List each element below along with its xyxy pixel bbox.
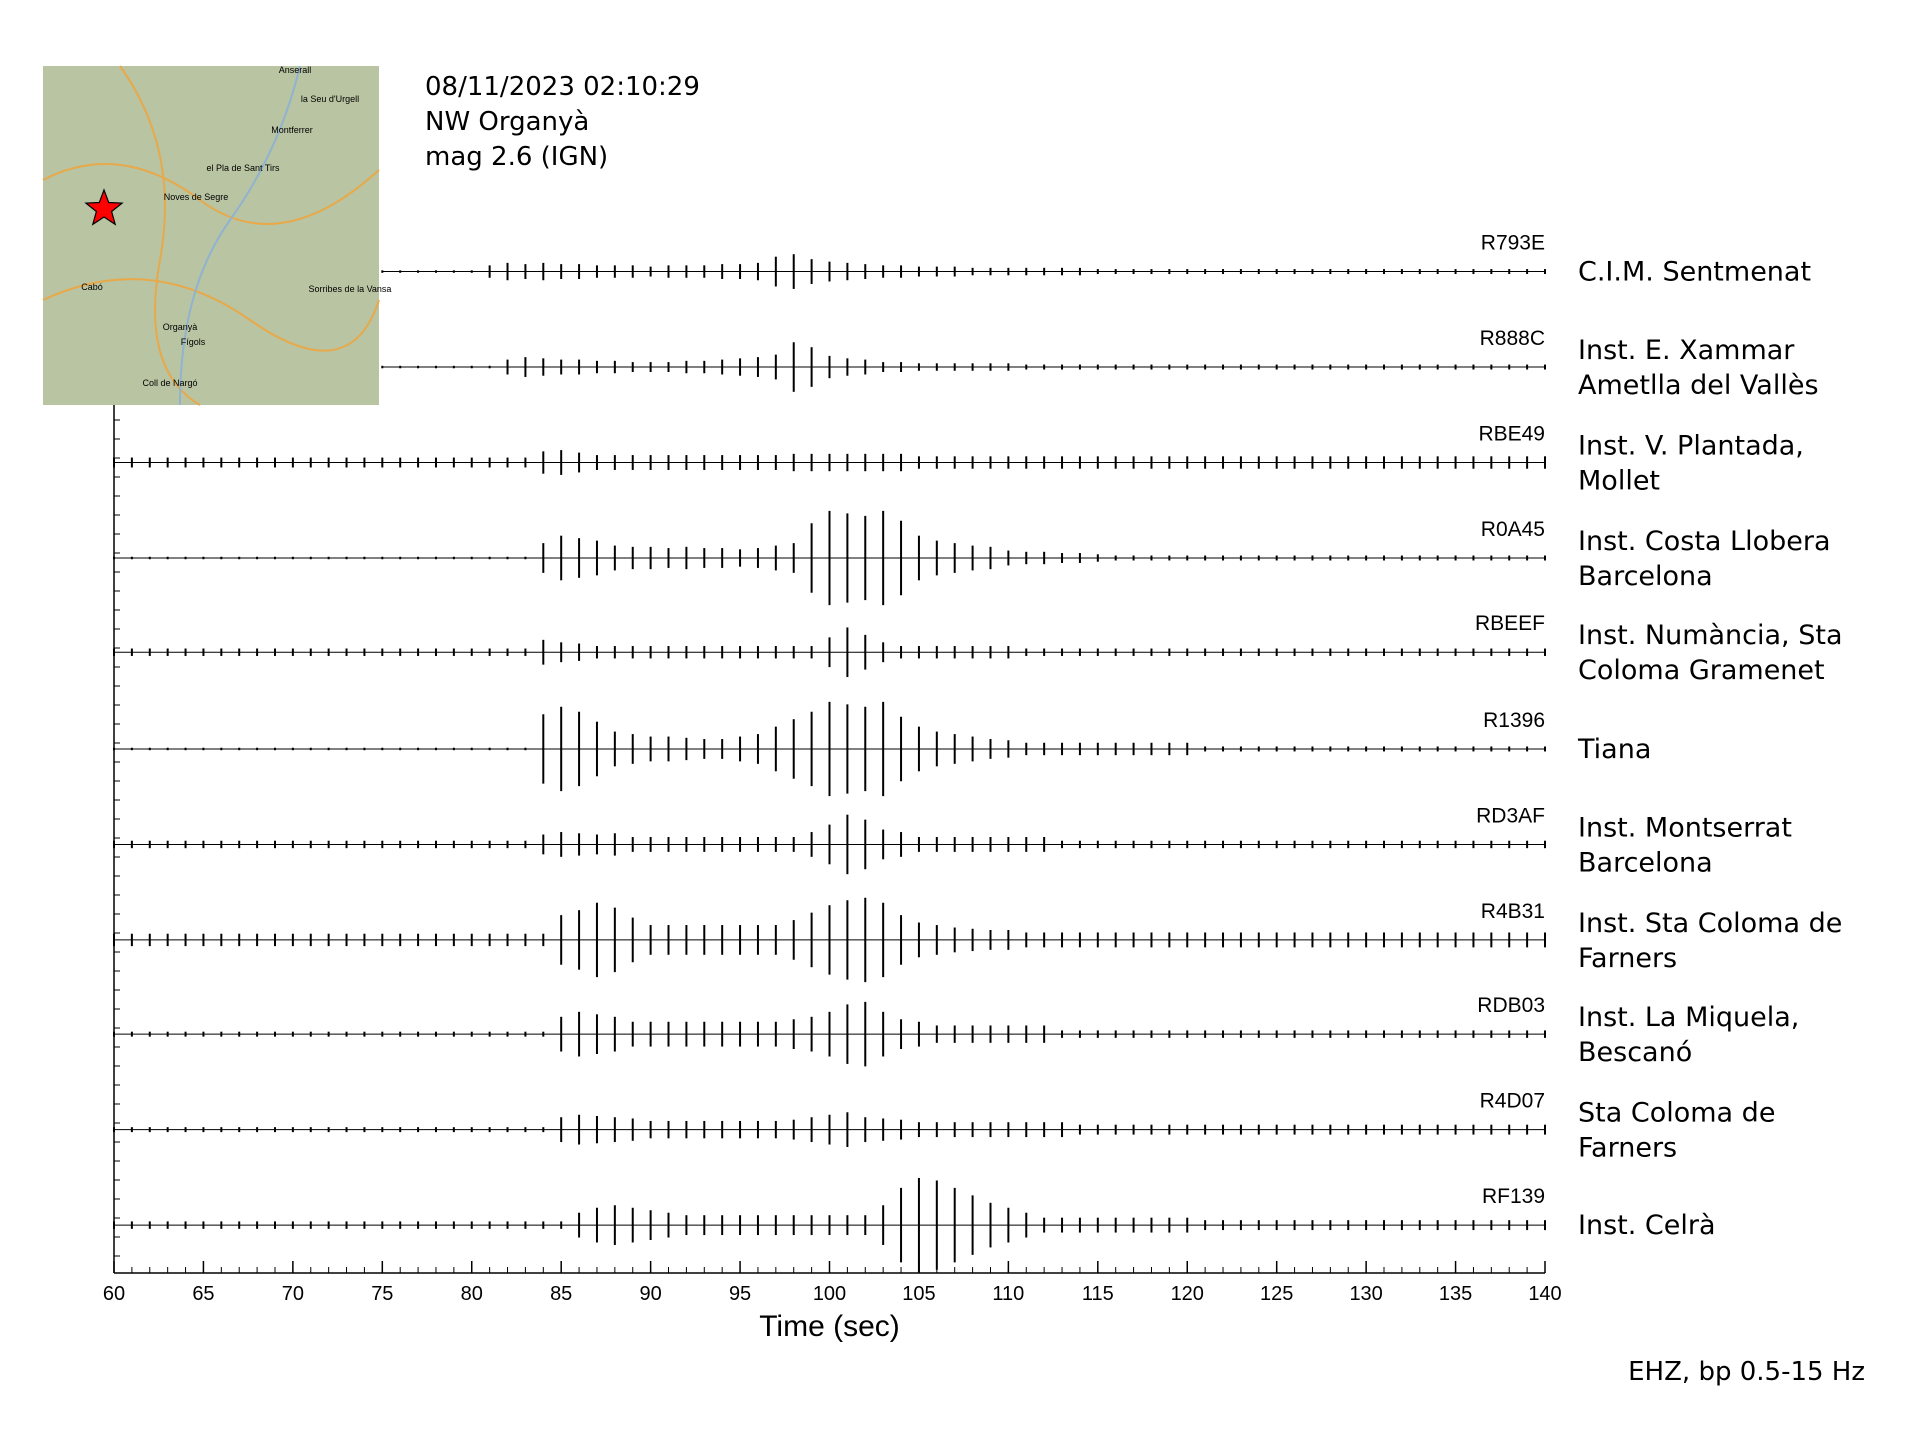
trace	[381, 342, 1546, 392]
trace	[113, 897, 1546, 983]
station-code: RBEEF	[1475, 612, 1545, 635]
map: Anserall la Seu d'Urgell Montferrer el Pla …	[42, 65, 392, 406]
map-label: Coll de Nargó	[142, 378, 197, 388]
x-tick-label: 115	[1082, 1283, 1114, 1305]
event-info: 08/11/2023 02:10:29	[425, 72, 700, 102]
station-name: Barcelona	[1578, 561, 1713, 592]
station-name: Inst. Numància, Sta	[1578, 620, 1843, 651]
x-tick-label: 120	[1171, 1283, 1204, 1305]
x-tick-label: 90	[640, 1283, 662, 1305]
x-tick-label: 75	[371, 1283, 393, 1305]
map-label: Noves de Segre	[164, 192, 229, 202]
map-label: Fígols	[181, 337, 206, 347]
trace	[381, 254, 1546, 289]
station-name: Ametlla del Vallès	[1578, 370, 1819, 401]
station-code: RD3AF	[1476, 804, 1545, 827]
station-name: Inst. Montserrat	[1578, 812, 1792, 843]
station-code: R4B31	[1481, 900, 1545, 923]
map-background	[43, 66, 379, 405]
station-name: C.I.M. Sentmenat	[1578, 257, 1811, 288]
trace	[113, 1001, 1546, 1067]
station-name: Inst. E. Xammar	[1578, 335, 1795, 366]
epicenter-star	[84, 188, 124, 226]
station-name: Inst. Celrà	[1578, 1210, 1716, 1241]
station-name: Sta Coloma de	[1578, 1098, 1775, 1129]
map-label: Montferrer	[271, 125, 313, 135]
footer: EHZ, bp 0.5-15 Hz	[1628, 1357, 1865, 1387]
map-label: Anserall	[279, 65, 312, 75]
station-code: R888C	[1480, 327, 1545, 350]
map-label: Sorribes de la Vansa	[309, 284, 392, 294]
map-label: Cabó	[81, 282, 103, 292]
x-tick-label: 125	[1260, 1283, 1293, 1305]
trace	[113, 814, 1546, 875]
x-tick-label: 100	[813, 1283, 846, 1305]
event-info: mag 2.6 (IGN)	[425, 142, 608, 172]
station-name: Mollet	[1578, 466, 1660, 497]
x-tick-label: 110	[992, 1283, 1024, 1305]
station-code: R0A45	[1481, 518, 1545, 541]
x-tick-label: 80	[461, 1283, 483, 1305]
x-axis-label: Time (sec)	[759, 1310, 900, 1343]
x-tick-label: 65	[192, 1283, 214, 1305]
x-tick-label: 70	[282, 1283, 304, 1305]
event-info: NW Organyà	[425, 107, 589, 137]
x-tick-label: 130	[1349, 1283, 1382, 1305]
station-name: Barcelona	[1578, 847, 1713, 878]
x-tick-label: 85	[550, 1283, 572, 1305]
map-label: el Pla de Sant Tirs	[206, 163, 280, 173]
trace	[113, 450, 1546, 475]
trace	[113, 1112, 1546, 1147]
station-name: Tiana	[1577, 734, 1651, 765]
map-label: Organyà	[163, 322, 198, 332]
map-river	[179, 65, 301, 406]
station-name: Inst. Sta Coloma de	[1578, 908, 1842, 939]
x-tick-label: 95	[729, 1283, 751, 1305]
station-code: RF139	[1482, 1185, 1545, 1208]
trace	[113, 627, 1546, 678]
station-name: Farners	[1578, 943, 1677, 974]
station-name: Inst. La Miquela,	[1578, 1002, 1799, 1033]
station-code: R4D07	[1480, 1090, 1545, 1113]
station-code: RBE49	[1478, 423, 1545, 446]
map-label: la Seu d'Urgell	[301, 94, 359, 104]
station-name: Inst. Costa Llobera	[1578, 526, 1831, 557]
x-tick-label: 105	[902, 1283, 935, 1305]
station-code: RDB03	[1477, 994, 1545, 1017]
x-tick-label: 135	[1439, 1283, 1472, 1305]
station-name: Inst. V. Plantada,	[1578, 431, 1804, 462]
station-name: Farners	[1578, 1133, 1677, 1164]
x-tick-label: 60	[103, 1283, 125, 1305]
trace	[113, 1178, 1546, 1273]
station-name: Coloma Gramenet	[1578, 655, 1825, 686]
x-tick-label: 140	[1528, 1283, 1561, 1305]
station-code: R793E	[1481, 232, 1545, 255]
trace	[113, 510, 1546, 606]
trace	[113, 701, 1546, 797]
map-relief	[42, 65, 380, 406]
station-code: R1396	[1483, 709, 1545, 732]
station-name: Bescanó	[1578, 1037, 1692, 1068]
